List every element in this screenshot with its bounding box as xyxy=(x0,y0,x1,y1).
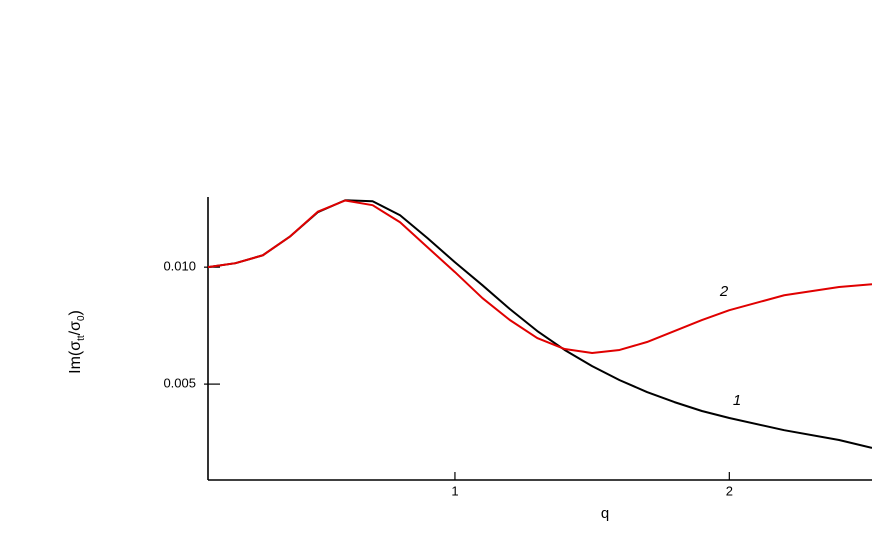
y-label-sub: tt xyxy=(76,335,87,341)
y-label-part: ) xyxy=(67,310,84,315)
series-label: 2 xyxy=(719,283,729,300)
y-label-sub: 0 xyxy=(76,315,87,321)
y-tick-label: 0.005 xyxy=(163,376,196,391)
x-tick-label: 2 xyxy=(726,483,733,498)
series-label: 1 xyxy=(733,392,741,409)
y-axis-label: Im(σtt/σ0) xyxy=(67,310,86,374)
y-tick-label: 0.010 xyxy=(163,259,196,274)
x-tick-label: 1 xyxy=(451,483,458,498)
y-label-part: /σ xyxy=(67,321,84,335)
x-axis-label: q xyxy=(601,505,609,522)
series-line xyxy=(207,199,872,354)
y-label-part: Im(σ xyxy=(67,341,84,374)
series-line xyxy=(207,199,872,449)
